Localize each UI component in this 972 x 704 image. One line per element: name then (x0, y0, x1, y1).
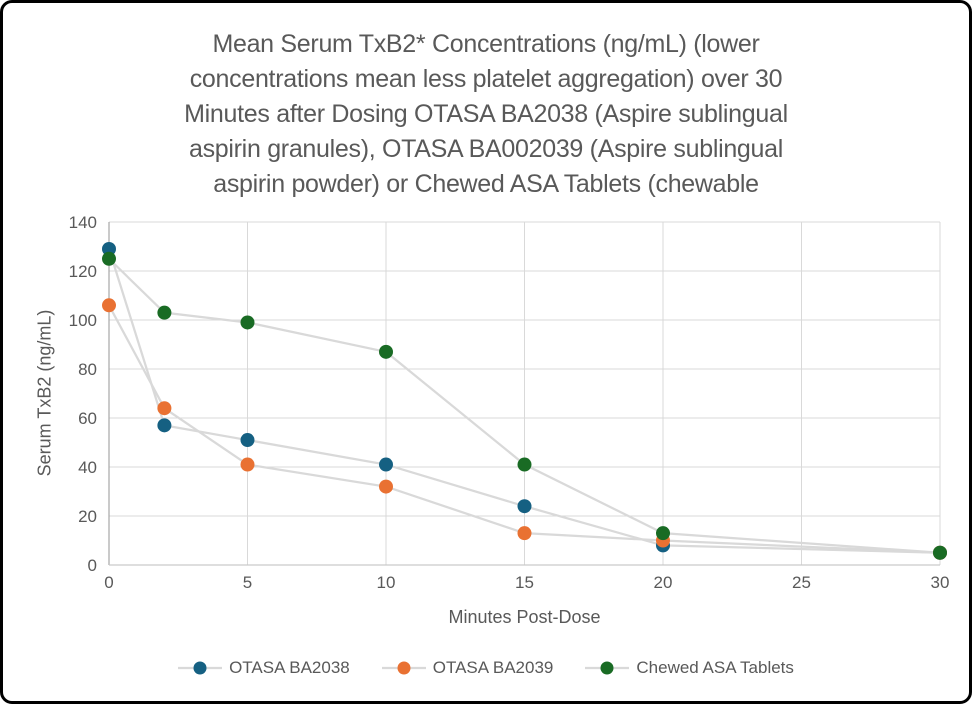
y-tick-label-80: 80 (78, 360, 97, 379)
marker-otasa-ba2038-x0 (102, 241, 116, 256)
chart-title: Mean Serum TxB2* Concentrations (ng/mL) … (3, 27, 969, 202)
marker-chewed-asa-tablets-x15 (517, 457, 532, 472)
marker-otasa-ba2038-x10 (379, 457, 393, 472)
marker-chewed-asa-tablets-x10 (379, 344, 393, 359)
legend-marker-otasa-ba2038-icon (178, 661, 223, 675)
y-tick-label-120: 120 (69, 262, 97, 281)
marker-chewed-asa-tablets-x0 (102, 251, 116, 266)
x-tick-label-30: 30 (931, 573, 950, 592)
y-tick-label-20: 20 (78, 507, 97, 526)
y-tick-label-60: 60 (78, 409, 97, 428)
y-tick-label-0: 0 (88, 556, 97, 575)
marker-otasa-ba2038-x15 (517, 499, 532, 514)
y-tick-label-40: 40 (78, 458, 97, 477)
marker-otasa-ba2039-x2 (157, 401, 172, 416)
marker-chewed-asa-tablets-x20 (656, 526, 670, 541)
legend-item-otasa-ba2038: OTASA BA2038 (178, 658, 350, 678)
x-tick-label-25: 25 (792, 573, 811, 592)
marker-otasa-ba2039-x0 (102, 298, 116, 313)
marker-chewed-asa-tablets-x30 (933, 545, 947, 560)
marker-otasa-ba2038-x5 (240, 433, 255, 448)
x-tick-label-5: 5 (243, 573, 252, 592)
marker-otasa-ba2039-x15 (517, 526, 532, 541)
marker-chewed-asa-tablets-x5 (240, 315, 255, 330)
x-tick-label-15: 15 (515, 573, 534, 592)
legend: OTASA BA2038 OTASA BA2039 Chewed ASA Table… (3, 658, 969, 678)
x-tick-label-10: 10 (377, 573, 396, 592)
legend-marker-chewed-asa-tablets-icon (585, 661, 630, 675)
chart-title-line-2: concentrations mean less platelet aggreg… (189, 65, 783, 93)
marker-chewed-asa-tablets-x2 (157, 305, 172, 320)
chart-title-line-1: Mean Serum TxB2* Concentrations (ng/mL) … (212, 30, 760, 58)
legend-marker-otasa-ba2039-icon (381, 661, 426, 675)
y-axis-title: Serum TxB2 (ng/mL) (34, 309, 55, 477)
legend-label: OTASA BA2038 (229, 658, 350, 677)
x-tick-label-20: 20 (654, 573, 673, 592)
chart-title-line-4: aspirin granules), OTASA BA002039 (Aspir… (189, 135, 783, 163)
x-axis-title: Minutes Post-Dose (448, 607, 601, 627)
legend-label: Chewed ASA Tablets (636, 658, 794, 677)
y-tick-label-140: 140 (69, 213, 97, 232)
marker-otasa-ba2039-x5 (240, 457, 255, 472)
legend-label: OTASA BA2039 (432, 658, 554, 677)
plot-area: 0 5 10 15 20 25 30 0 20 40 60 80 100 120 140 (69, 213, 950, 592)
marker-otasa-ba2039-x10 (379, 479, 393, 494)
chart-title-line-5: aspirin powder) or Chewed ASA Tablets (c… (213, 170, 759, 198)
legend-item-chewed-asa-tablets: Chewed ASA Tablets (585, 658, 794, 678)
legend-item-otasa-ba2039: OTASA BA2039 (381, 658, 554, 678)
chart-title-line-3: Minutes after Dosing OTASA BA2038 (Aspir… (184, 100, 788, 128)
marker-otasa-ba2038-x2 (157, 418, 172, 433)
x-tick-label-0: 0 (104, 573, 113, 592)
y-tick-label-100: 100 (69, 311, 97, 330)
